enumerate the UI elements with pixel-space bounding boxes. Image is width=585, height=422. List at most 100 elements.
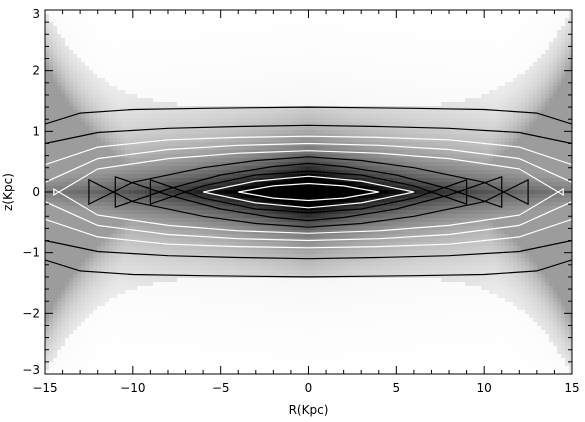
density-cell [97,58,101,62]
density-cell [425,66,429,70]
density-cell [469,34,473,38]
density-cell [101,90,105,94]
density-cell [197,26,201,30]
density-cell [549,150,553,154]
density-cell [285,130,289,134]
density-cell [437,114,441,118]
density-cell [501,10,505,14]
density-cell [529,146,533,150]
density-cell [241,74,245,78]
density-cell [137,86,141,90]
density-cell [569,62,572,66]
density-cell [257,130,261,134]
density-cell [277,58,281,62]
density-cell [561,66,565,70]
density-cell [273,138,277,142]
density-cell [437,154,441,158]
density-cell [161,54,165,58]
density-cell [57,14,61,18]
density-cell [533,82,537,86]
density-cell [365,118,369,122]
density-cell [553,82,557,86]
density-cell [557,146,561,150]
density-cell [89,50,93,54]
density-cell [65,138,69,142]
density-cell [421,58,425,62]
density-cell [453,110,457,114]
density-cell [73,102,77,106]
density-cell [229,26,233,30]
density-cell [117,78,121,82]
density-cell [529,58,533,62]
density-cell [145,122,149,126]
density-cell [149,158,153,162]
density-cell [533,98,537,102]
density-cell [353,138,357,142]
density-cell [121,74,125,78]
density-cell [493,46,497,50]
density-cell [313,46,317,50]
density-cell [253,122,257,126]
density-cell [153,134,157,138]
density-cell [249,142,253,146]
density-cell [253,10,257,14]
density-cell [213,102,217,106]
density-cell [397,66,401,70]
density-cell [509,114,513,118]
density-cell [397,114,401,118]
density-cell [205,30,209,34]
density-cell [121,62,125,66]
density-cell [417,114,421,118]
density-cell [133,110,137,114]
density-cell [177,66,181,70]
density-cell [465,118,469,122]
density-cell [217,150,221,154]
density-cell [433,58,437,62]
density-cell [505,34,509,38]
density-cell [253,142,257,146]
density-cell [477,46,481,50]
density-cell [145,138,149,142]
density-cell [237,150,241,154]
density-cell [129,74,133,78]
density-cell [253,34,257,38]
density-cell [473,114,477,118]
density-cell [457,18,461,22]
density-cell [105,142,109,146]
density-cell [73,58,77,62]
density-cell [337,54,341,58]
density-cell [457,22,461,26]
density-cell [417,74,421,78]
density-cell [173,158,177,162]
density-cell [193,42,197,46]
density-cell [413,86,417,90]
density-cell [461,30,465,34]
density-cell [81,18,85,22]
density-cell [417,118,421,122]
density-cell [541,122,545,126]
density-cell [505,38,509,42]
density-cell [277,118,281,122]
density-cell [405,14,409,18]
density-cell [237,114,241,118]
density-cell [245,58,249,62]
density-cell [305,74,309,78]
density-cell [477,94,481,98]
density-cell [193,130,197,134]
density-cell [261,146,265,150]
density-cell [561,90,565,94]
density-cell [121,146,125,150]
density-cell [109,22,113,26]
density-cell [65,58,69,62]
density-cell [409,50,413,54]
density-cell [213,38,217,42]
density-cell [93,66,97,70]
density-cell [297,82,301,86]
density-cell [413,26,417,30]
density-cell [73,78,77,82]
density-cell [549,102,553,106]
density-cell [345,98,349,102]
density-cell [117,10,121,14]
density-cell [89,22,93,26]
density-cell [185,74,189,78]
